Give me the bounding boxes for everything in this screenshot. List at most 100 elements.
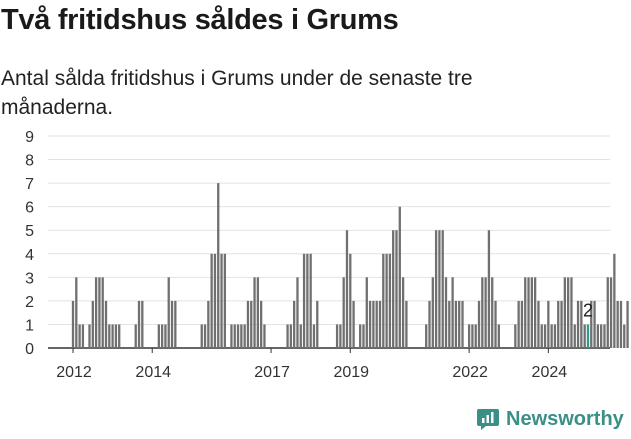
- bar: [477, 300, 481, 348]
- bar: [540, 324, 543, 348]
- x-tick-label: 2022: [452, 364, 488, 381]
- bar: [623, 324, 626, 348]
- bar: [246, 300, 250, 348]
- bar: [316, 300, 319, 348]
- bar: [220, 253, 223, 348]
- bar: [299, 324, 302, 348]
- bar: [94, 277, 98, 348]
- bar: [309, 253, 312, 348]
- bar: [339, 324, 342, 348]
- y-tick-label: 5: [25, 223, 34, 240]
- y-tick-label: 9: [25, 129, 34, 146]
- y-tick-label: 3: [25, 270, 34, 287]
- bar: [240, 324, 243, 348]
- bar: [395, 230, 398, 348]
- bar: [471, 324, 474, 348]
- bar: [517, 300, 520, 348]
- bar: [560, 300, 563, 348]
- bar: [388, 253, 392, 348]
- y-tick-label: 1: [25, 317, 34, 334]
- bar: [260, 300, 263, 348]
- newsworthy-chart-icon: [477, 409, 499, 430]
- y-tick-label: 6: [25, 200, 34, 217]
- bar: [365, 277, 368, 348]
- bar: [557, 300, 560, 348]
- bar: [378, 300, 382, 348]
- highlighted-bar: [586, 324, 590, 348]
- bar: [487, 230, 491, 348]
- bar: [372, 300, 375, 348]
- bar: [312, 324, 316, 348]
- bar: [108, 324, 111, 348]
- bar: [524, 277, 527, 348]
- bar: [263, 324, 266, 348]
- bar: [563, 277, 566, 348]
- bar: [250, 300, 253, 348]
- bar: [491, 277, 494, 348]
- bar: [570, 277, 573, 348]
- bar: [405, 300, 408, 348]
- bar: [101, 277, 104, 348]
- bar: [230, 324, 233, 348]
- bar: [398, 206, 401, 348]
- bar: [289, 324, 293, 348]
- bar: [385, 253, 388, 348]
- bar: [118, 324, 121, 348]
- bar-chart: 0 1 2 3 4 5 6 7 8 9 2012 2014 2017 2019 2022 2024 2: [25, 129, 629, 381]
- x-tick-label: 2017: [254, 364, 290, 381]
- bar: [359, 324, 362, 348]
- bar: [78, 324, 81, 348]
- bar: [164, 324, 167, 348]
- bar: [111, 324, 114, 348]
- bar: [375, 300, 378, 348]
- x-tick-label: 2014: [135, 364, 171, 381]
- bar: [200, 324, 203, 348]
- bar: [134, 324, 137, 348]
- bar: [296, 277, 299, 348]
- bar: [157, 324, 160, 348]
- bar: [451, 277, 454, 348]
- bar: [137, 300, 141, 348]
- brand-name: Newsworthy: [506, 407, 624, 430]
- bar: [352, 300, 355, 348]
- y-tick-label: 0: [25, 341, 34, 358]
- bar: [583, 324, 586, 348]
- x-tick-label: 2019: [333, 364, 369, 381]
- bar: [217, 183, 220, 348]
- bar: [392, 230, 395, 348]
- bar: [481, 277, 484, 348]
- y-tick-label: 4: [25, 247, 34, 264]
- bar: [207, 300, 210, 348]
- bar: [362, 324, 365, 348]
- bar: [603, 324, 606, 348]
- bar: [335, 324, 339, 348]
- bar: [71, 300, 75, 348]
- bar: [253, 277, 256, 348]
- y-tick-label: 2: [25, 294, 34, 311]
- bar: [567, 277, 570, 348]
- bar: [530, 277, 533, 348]
- bar: [349, 253, 352, 348]
- bar: [580, 300, 583, 348]
- bar: [474, 324, 477, 348]
- bar: [527, 277, 530, 348]
- bar: [302, 253, 306, 348]
- bar: [342, 277, 345, 348]
- bar: [467, 324, 471, 348]
- bar: [438, 230, 441, 348]
- bar: [609, 277, 613, 348]
- bar: [368, 300, 372, 348]
- y-tick-label: 7: [25, 176, 34, 193]
- bar: [458, 300, 461, 348]
- bar: [431, 277, 434, 348]
- bar: [619, 300, 623, 348]
- bar: [454, 300, 458, 348]
- bar: [91, 300, 94, 348]
- bar: [114, 324, 118, 348]
- bar: [553, 324, 557, 348]
- y-tick-label: 8: [25, 153, 34, 170]
- bar: [543, 324, 547, 348]
- bar: [256, 277, 260, 348]
- bar: [75, 277, 78, 348]
- page-title: Två fritidshus såldes i Grums: [1, 4, 399, 36]
